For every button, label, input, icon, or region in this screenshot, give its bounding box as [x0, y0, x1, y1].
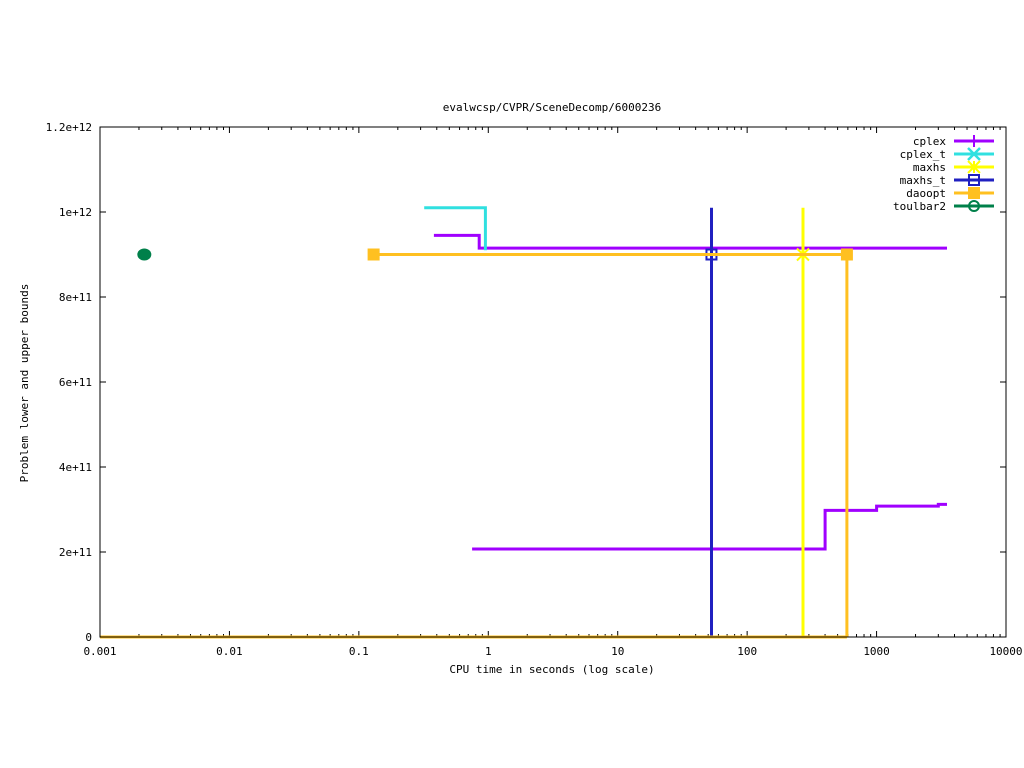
legend-item-cplex: cplex [913, 135, 994, 148]
legend-marker [968, 187, 980, 199]
x-tick-label: 10 [611, 645, 624, 658]
axis-ticks: 0.001 0.01 0.1 1 10 100 1000 10000 0 2e+11 4e+11 6e… [46, 121, 1023, 658]
x-tick-label: 0.01 [216, 645, 243, 658]
legend-item-toulbar2: toulbar2 [893, 200, 994, 213]
x-tick-label: 0.1 [349, 645, 369, 658]
legend-item-maxhs: maxhs [913, 160, 994, 174]
data-point-daoopt [840, 248, 853, 261]
legend-marker [968, 174, 980, 186]
series-cplex [433, 233, 947, 551]
x-tick-label: 1000 [863, 645, 890, 658]
y-tick-label: 2e+11 [59, 546, 92, 559]
legend-item-maxhs_t: maxhs_t [900, 174, 994, 187]
x-tick-label: 10000 [989, 645, 1022, 658]
series-layer [100, 206, 947, 639]
y-tick-label: 4e+11 [59, 461, 92, 474]
legend-label: cplex_t [900, 148, 946, 161]
legend-label: maxhs_t [900, 174, 946, 187]
legend-marker [967, 160, 981, 174]
y-tick-label: 0 [85, 631, 92, 644]
series-maxhs_t [705, 207, 718, 637]
legend-marker [967, 147, 981, 161]
series-daoopt [100, 248, 853, 639]
series-maxhs [796, 207, 810, 637]
y-tick-label: 8e+11 [59, 291, 92, 304]
legend-label: daoopt [906, 187, 946, 200]
legend-item-daoopt: daoopt [906, 187, 994, 200]
legend-label: cplex [913, 135, 946, 148]
legend-item-cplex_t: cplex_t [900, 147, 994, 161]
x-tick-label: 100 [737, 645, 757, 658]
chart-title: evalwcsp/CVPR/SceneDecomp/6000236 [443, 101, 662, 114]
legend-marker [968, 200, 980, 212]
y-axis-label: Problem lower and upper bounds [18, 284, 31, 483]
y-tick-label: 1e+12 [59, 206, 92, 219]
legend-marker [968, 135, 980, 147]
x-tick-label: 0.001 [83, 645, 116, 658]
series-line-daoopt [373, 253, 849, 637]
data-point-daoopt [367, 248, 380, 261]
x-tick-label: 1 [485, 645, 492, 658]
plot-frame [99, 126, 1007, 638]
series-line-cplex_t [424, 206, 487, 251]
legend-label: toulbar2 [893, 200, 946, 213]
y-tick-label: 6e+11 [59, 376, 92, 389]
y-tick-label: 1.2e+12 [46, 121, 92, 134]
series-line-cplex [472, 502, 947, 551]
series-cplex_t [424, 206, 487, 251]
series-line-cplex [433, 233, 947, 250]
x-axis-label: CPU time in seconds (log scale) [449, 663, 654, 676]
data-point-toulbar2 [137, 248, 152, 261]
legend-label: maxhs [913, 161, 946, 174]
series-toulbar2 [137, 248, 152, 261]
